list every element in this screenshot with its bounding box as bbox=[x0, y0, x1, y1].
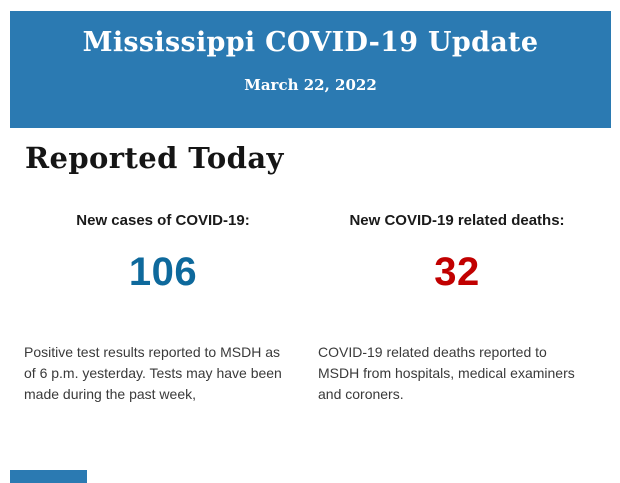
deaths-description: COVID-19 related deaths reported to MSDH… bbox=[318, 343, 575, 402]
deaths-label: New COVID-19 related deaths: bbox=[349, 212, 565, 229]
header-banner: Mississippi COVID-19 Update March 22, 20… bbox=[10, 11, 611, 128]
section-heading: Reported Today bbox=[25, 141, 284, 175]
cases-value: 106 bbox=[128, 249, 198, 294]
stat-cases: New cases of COVID-19: 106 Positive test… bbox=[24, 212, 302, 405]
cases-description: Positive test results reported to MSDH a… bbox=[24, 343, 282, 402]
page-title: Mississippi COVID-19 Update bbox=[82, 27, 539, 58]
stat-deaths: New COVID-19 related deaths: 32 COVID-19… bbox=[318, 212, 596, 405]
stats-columns: New cases of COVID-19: 106 Positive test… bbox=[24, 212, 596, 405]
next-section-banner-partial bbox=[10, 470, 87, 483]
report-date: March 22, 2022 bbox=[244, 76, 377, 95]
deaths-value: 32 bbox=[434, 249, 480, 294]
cases-label: New cases of COVID-19: bbox=[76, 212, 250, 229]
